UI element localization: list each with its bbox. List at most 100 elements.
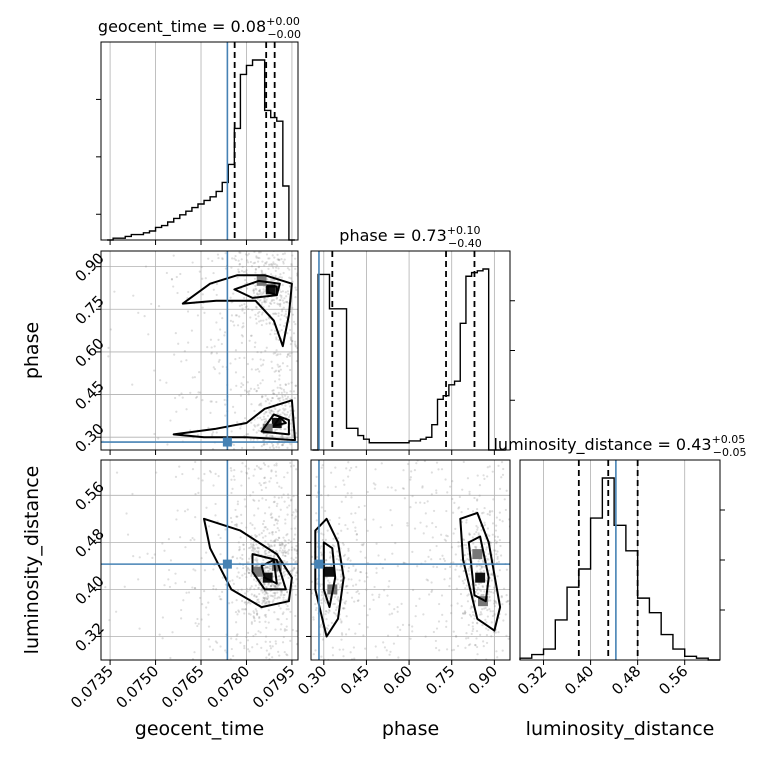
sample-point (434, 639, 437, 643)
sample-point (496, 550, 499, 553)
sample-point (357, 592, 361, 595)
sample-point (267, 653, 271, 657)
sample-point (276, 522, 279, 525)
sample-point (176, 291, 179, 295)
sample-point (278, 399, 281, 402)
sample-point (248, 650, 251, 653)
sample-point (480, 565, 484, 568)
sample-point (284, 539, 287, 543)
sample-point (355, 590, 358, 594)
sample-point (328, 551, 332, 554)
sample-point (279, 298, 282, 302)
sample-point (256, 350, 259, 354)
sample-point (247, 247, 249, 249)
sample-point (505, 489, 508, 492)
sample-point (272, 555, 275, 558)
sample-point (276, 481, 279, 484)
sample-point (273, 392, 276, 396)
panel-frame-luminosity_distance_vs_phase (310, 459, 511, 661)
sample-point (279, 294, 282, 297)
sample-point (230, 647, 233, 651)
sample-point (249, 450, 251, 452)
sample-point (205, 506, 208, 509)
sample-point (240, 470, 243, 473)
sample-point (253, 548, 257, 551)
sample-point (252, 616, 256, 619)
sample-point (262, 319, 265, 322)
sample-point (249, 587, 252, 590)
panel-content-phase_vs_geocent_time (101, 247, 298, 452)
sample-point (214, 640, 217, 643)
sample-point (245, 603, 248, 606)
sample-point (262, 519, 266, 523)
sample-point (467, 567, 470, 570)
sample-point (443, 559, 447, 563)
sample-point (125, 512, 128, 515)
sample-point (359, 550, 362, 553)
sample-point (506, 600, 509, 603)
sample-point (241, 608, 244, 611)
sample-point (467, 569, 470, 572)
sample-point (169, 419, 172, 422)
sample-point (271, 445, 274, 448)
sample-point (315, 475, 318, 478)
sample-point (359, 571, 363, 574)
sample-point (276, 410, 279, 413)
sample-point (270, 434, 274, 437)
sample-point (235, 621, 238, 624)
sample-point (311, 580, 314, 583)
sample-point (207, 525, 211, 528)
sample-point (237, 268, 240, 271)
sample-point (250, 544, 253, 548)
sample-point (286, 411, 289, 414)
sample-point (228, 580, 232, 583)
sample-point (290, 429, 293, 432)
sample-point (265, 318, 268, 321)
sample-point (249, 334, 253, 337)
sample-point (270, 584, 273, 587)
sample-point (231, 405, 235, 408)
sample-point (161, 637, 164, 640)
sample-point (245, 305, 248, 308)
sample-point (267, 267, 270, 270)
sample-point (306, 601, 308, 603)
sample-point (253, 588, 256, 591)
sample-point (480, 566, 483, 569)
sample-point (445, 620, 448, 623)
sample-point (262, 439, 265, 442)
sample-point (262, 442, 266, 446)
sample-point (283, 314, 286, 318)
sample-point (255, 464, 259, 468)
sample-point (254, 287, 257, 290)
sample-point (167, 537, 170, 541)
sample-point (219, 553, 222, 556)
sample-point (281, 290, 285, 293)
sample-point (320, 554, 323, 557)
sample-point (273, 464, 276, 467)
sample-point (294, 614, 297, 618)
sample-point (274, 519, 277, 522)
sample-point (286, 353, 290, 356)
sample-point (115, 471, 119, 474)
sample-point (258, 482, 261, 485)
sample-point (276, 585, 279, 588)
sample-point (269, 567, 272, 570)
sample-point (483, 523, 487, 527)
sample-point (170, 278, 174, 281)
sample-point (288, 268, 291, 271)
sample-point (277, 338, 280, 342)
sample-point (293, 342, 297, 346)
sample-point (342, 607, 345, 610)
sample-point (195, 395, 199, 398)
sample-point (63, 588, 65, 590)
sample-point (285, 608, 288, 611)
sample-point (263, 443, 266, 446)
sample-point (263, 418, 266, 421)
sample-point (465, 518, 468, 522)
sample-point (250, 421, 253, 424)
sample-point (168, 585, 172, 589)
sample-point (454, 635, 458, 638)
sample-point (264, 552, 267, 556)
sample-point (287, 541, 290, 545)
sample-point (246, 590, 249, 593)
